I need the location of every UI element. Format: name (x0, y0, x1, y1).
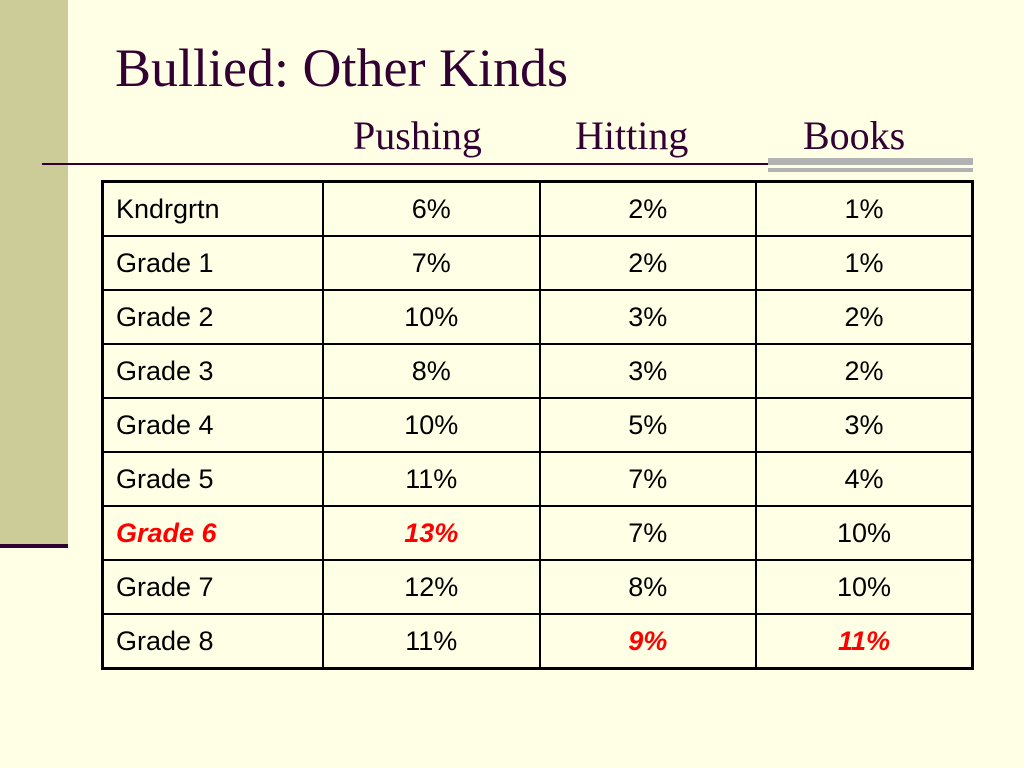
table-row: Kndrgrtn 6% 2% 1% (101, 180, 974, 237)
row-label-cell: Grade 8 (101, 613, 324, 670)
table-row: Grade 6 13% 7% 10% (101, 505, 974, 561)
books-cell: 10% (755, 559, 974, 615)
hitting-cell: 7% (538, 451, 757, 507)
left-bar-rule (0, 544, 68, 548)
row-label-cell: Grade 6 (101, 505, 324, 561)
column-header-pushing: Pushing (353, 113, 482, 158)
pushing-cell: 11% (322, 613, 541, 670)
slide-title: Bullied: Other Kinds (115, 38, 568, 98)
accent-divider-rule-lower (768, 168, 973, 172)
table-row: Grade 2 10% 3% 2% (101, 289, 974, 345)
hitting-cell: 8% (538, 559, 757, 615)
hitting-cell: 2% (538, 180, 757, 237)
row-label-cell: Grade 7 (101, 559, 324, 615)
hitting-cell: 3% (538, 343, 757, 399)
table-row: Grade 3 8% 3% 2% (101, 343, 974, 399)
hitting-cell: 3% (538, 289, 757, 345)
books-cell: 11% (755, 613, 974, 670)
pushing-cell: 7% (322, 235, 541, 291)
books-cell: 4% (755, 451, 974, 507)
left-decorative-bar (0, 0, 68, 546)
pushing-cell: 6% (322, 180, 541, 237)
hitting-cell: 2% (538, 235, 757, 291)
title-divider-rule (42, 163, 768, 165)
books-cell: 2% (755, 289, 974, 345)
pushing-cell: 12% (322, 559, 541, 615)
column-header-hitting: Hitting (575, 113, 689, 158)
books-cell: 1% (755, 180, 974, 237)
books-cell: 3% (755, 397, 974, 453)
table-row: Grade 1 7% 2% 1% (101, 235, 974, 291)
pushing-cell: 11% (322, 451, 541, 507)
bullying-table: Kndrgrtn 6% 2% 1% Grade 1 7% 2% 1% Grade 2 10% 3% 2… (101, 180, 974, 670)
table-row: Grade 5 11% 7% 4% (101, 451, 974, 507)
hitting-cell: 9% (538, 613, 757, 670)
column-header-books: Books (803, 113, 906, 158)
pushing-cell: 10% (322, 397, 541, 453)
row-label-cell: Kndrgrtn (101, 180, 324, 237)
row-label-cell: Grade 5 (101, 451, 324, 507)
accent-divider-rule (768, 158, 973, 165)
pushing-cell: 10% (322, 289, 541, 345)
table-row: Grade 8 11% 9% 11% (101, 613, 974, 670)
books-cell: 2% (755, 343, 974, 399)
table-body: Kndrgrtn 6% 2% 1% Grade 1 7% 2% 1% Grade 2 10% 3% 2… (101, 180, 974, 670)
pushing-cell: 13% (322, 505, 541, 561)
row-label-cell: Grade 2 (101, 289, 324, 345)
hitting-cell: 5% (538, 397, 757, 453)
table-row: Grade 4 10% 5% 3% (101, 397, 974, 453)
row-label-cell: Grade 4 (101, 397, 324, 453)
table-row: Grade 7 12% 8% 10% (101, 559, 974, 615)
hitting-cell: 7% (538, 505, 757, 561)
books-cell: 1% (755, 235, 974, 291)
row-label-cell: Grade 1 (101, 235, 324, 291)
pushing-cell: 8% (322, 343, 541, 399)
books-cell: 10% (755, 505, 974, 561)
row-label-cell: Grade 3 (101, 343, 324, 399)
